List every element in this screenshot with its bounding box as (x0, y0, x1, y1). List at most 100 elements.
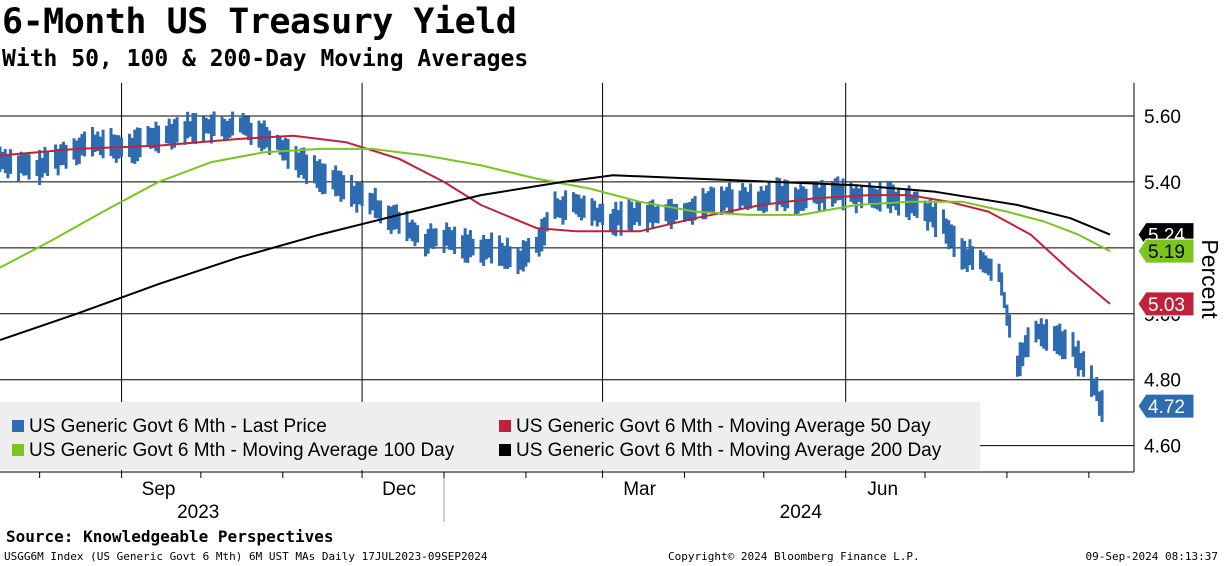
price-bar (764, 185, 768, 212)
price-bar (553, 191, 557, 219)
price-bar (1026, 327, 1030, 358)
price-bar (1079, 353, 1083, 371)
price-bar (614, 201, 618, 237)
price-bar (339, 170, 343, 202)
price-bar (56, 148, 60, 176)
price-bar (397, 211, 401, 234)
price-bar (926, 203, 930, 231)
price-bar (820, 179, 824, 204)
price-bar (1008, 314, 1012, 338)
price-bar (971, 246, 975, 270)
price-bar (389, 206, 393, 234)
series-layer (0, 111, 1111, 422)
price-bar (786, 180, 790, 209)
price-bar (352, 186, 356, 205)
price-bar (135, 127, 139, 162)
price-bar (928, 197, 932, 222)
price-bar (762, 190, 766, 214)
price-bar (1063, 329, 1067, 360)
price-bar (537, 228, 541, 257)
price-bar (799, 184, 803, 211)
price-bar (379, 200, 383, 224)
ma-line (0, 134, 1111, 305)
price-bar (429, 223, 433, 249)
price-bar (725, 186, 729, 208)
price-bar (1018, 342, 1022, 377)
price-bar (98, 136, 102, 156)
price-bar (609, 213, 612, 232)
price-bar (471, 238, 475, 256)
price-bar (468, 230, 472, 258)
price-bar (447, 227, 451, 250)
price-bar (114, 134, 118, 163)
price-bar (854, 185, 858, 214)
price-bar (334, 165, 338, 197)
price-bar (910, 195, 914, 214)
price-bar (817, 187, 821, 213)
price-bar (336, 170, 340, 196)
x-tick-label: Jun (867, 479, 898, 500)
price-bar (0, 146, 2, 172)
price-bar (482, 234, 486, 267)
value-tag (1137, 238, 1195, 264)
price-bar (968, 239, 972, 266)
price-bar (931, 206, 935, 228)
price-bar (521, 240, 525, 272)
price-bar (722, 190, 726, 211)
price-bar (357, 181, 361, 205)
legend-label: US Generic Govt 6 Mth - Moving Average 5… (516, 416, 931, 437)
price-bar (590, 198, 594, 226)
price-bar (165, 125, 168, 144)
price-bar (445, 222, 449, 246)
price-bar (408, 222, 412, 239)
price-bar (646, 204, 649, 233)
price-bar (579, 198, 583, 221)
price-bar (376, 200, 380, 219)
x-tick-label: Mar (623, 479, 656, 500)
legend-box (0, 402, 980, 470)
price-bar (19, 151, 23, 174)
price-bar (727, 182, 731, 213)
price-bar (1000, 272, 1004, 296)
price-bar (979, 250, 982, 270)
price-bar (730, 189, 734, 214)
price-bar (146, 126, 150, 146)
y-axis-title: Percent (1197, 239, 1223, 319)
price-bar (664, 204, 668, 222)
price-bar (574, 193, 578, 215)
price-bar (923, 200, 927, 222)
price-bar (503, 245, 507, 269)
price-bar (542, 217, 546, 246)
price-bar (1076, 340, 1080, 377)
price-bar (986, 258, 990, 276)
price-bar (183, 121, 187, 145)
y-tick-label: 4.80 (1144, 371, 1181, 392)
price-bar (685, 202, 689, 222)
price-bar (331, 170, 335, 190)
price-bar (157, 125, 161, 153)
price-bar (487, 238, 491, 258)
price-bar (815, 182, 819, 204)
price-bar (40, 157, 44, 178)
price-bar (1016, 355, 1019, 377)
price-bar (960, 238, 964, 270)
price-bar (410, 219, 414, 242)
price-bar (997, 263, 1001, 283)
price-bar (46, 151, 50, 177)
price-bar (693, 195, 697, 221)
price-bar (318, 159, 322, 192)
price-bar (775, 177, 779, 211)
price-bar (746, 191, 750, 211)
copyright-note: Copyright© 2024 Bloomberg Finance L.P. (668, 550, 920, 563)
price-bar (836, 176, 840, 201)
price-bar (706, 191, 710, 213)
price-bar (667, 199, 671, 225)
price-bar (151, 128, 155, 149)
x-year-label: 2023 (177, 502, 219, 523)
price-bar (598, 203, 602, 223)
price-bar (572, 192, 575, 213)
price-bar (741, 183, 745, 206)
price-bar (231, 111, 235, 136)
series-last-price (0, 111, 1104, 422)
price-bar (780, 185, 784, 208)
